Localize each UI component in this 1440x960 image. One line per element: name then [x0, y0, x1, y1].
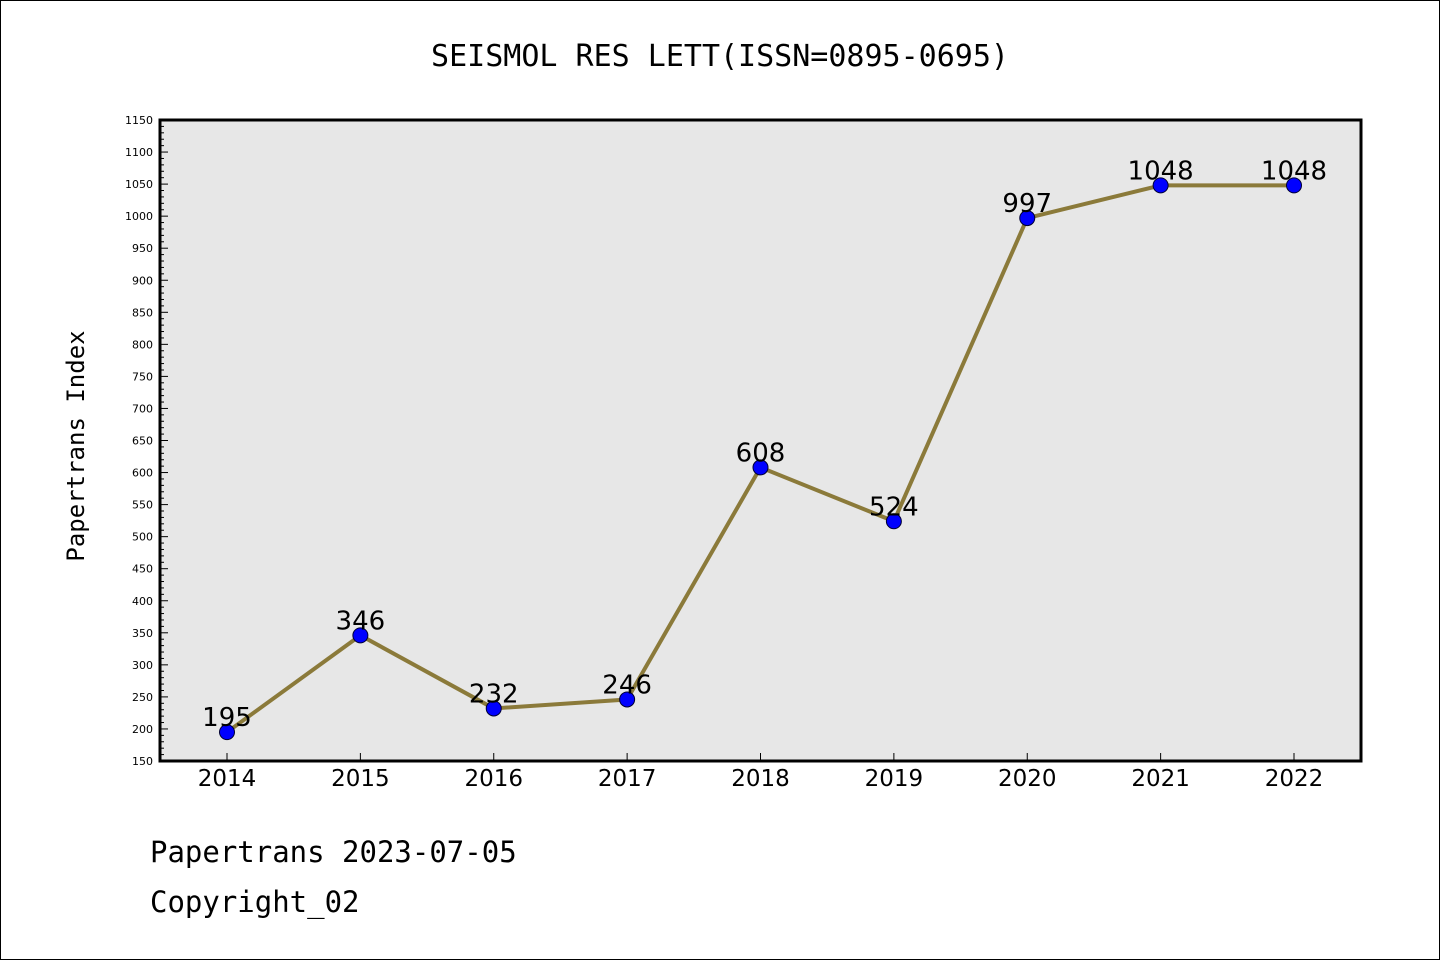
data-label: 608 — [736, 438, 786, 468]
y-tick-label: 250 — [132, 691, 153, 704]
x-tick-label: 2020 — [998, 766, 1057, 792]
data-label: 1048 — [1261, 156, 1327, 186]
y-tick-label: 350 — [132, 627, 153, 640]
x-tick-label: 2019 — [865, 766, 924, 792]
x-axis: 2014 2015 2016 2017 2018 2019 2020 2021 2022 — [198, 753, 1324, 792]
data-label: 997 — [1002, 189, 1052, 219]
y-tick-label: 450 — [132, 563, 153, 576]
y-tick-label: 1100 — [125, 146, 153, 159]
data-label: 195 — [202, 703, 252, 733]
data-point — [619, 691, 636, 708]
y-tick-label: 950 — [132, 242, 153, 255]
data-point — [1286, 177, 1302, 194]
data-point — [219, 724, 235, 741]
y-tick-label: 1050 — [125, 178, 153, 191]
y-tick-label: 1150 — [125, 114, 153, 127]
data-labels: 195 346 232 246 608 524 997 1048 1048 — [202, 156, 1327, 733]
data-point — [1152, 177, 1169, 194]
x-tick-label: 2022 — [1265, 766, 1324, 792]
y-tick-label: 150 — [132, 755, 153, 768]
data-point — [1019, 210, 1036, 227]
data-label: 346 — [336, 606, 386, 636]
data-point — [352, 627, 369, 644]
data-label: 1048 — [1128, 156, 1194, 186]
data-label: 246 — [602, 670, 652, 700]
y-tick-label: 550 — [132, 499, 153, 512]
x-tick-label: 2018 — [731, 766, 790, 792]
y-tick-label: 750 — [132, 370, 153, 383]
y-tick-label: 850 — [132, 306, 153, 319]
data-label: 232 — [469, 679, 519, 709]
data-point — [752, 459, 769, 476]
data-point — [485, 700, 502, 717]
plot-border — [158, 118, 1363, 763]
y-tick-label: 500 — [132, 531, 153, 544]
y-axis-label: Papertrans Index — [62, 330, 90, 561]
y-tick-label: 600 — [132, 467, 153, 480]
y-tick-label: 400 — [132, 595, 153, 608]
y-tick-label: 1000 — [125, 210, 153, 223]
footer-date: Papertrans 2023-07-05 — [150, 835, 517, 869]
y-tick-label: 700 — [132, 402, 153, 415]
x-tick-label: 2016 — [464, 766, 523, 792]
data-point — [885, 513, 902, 530]
x-tick-label: 2017 — [598, 766, 657, 792]
plot-area — [160, 120, 1361, 761]
x-tick-label: 2021 — [1131, 766, 1190, 792]
y-tick-label: 300 — [132, 659, 153, 672]
x-tick-label: 2015 — [331, 766, 390, 792]
y-tick-label: 900 — [132, 274, 153, 287]
series-layer — [219, 177, 1302, 741]
data-label: 524 — [869, 492, 919, 522]
chart-title: SEISMOL RES LETT(ISSN=0895-0695) — [431, 39, 1009, 74]
footer-copyright: Copyright_02 — [150, 885, 360, 919]
y-tick-label: 800 — [132, 338, 153, 351]
y-tick-label: 200 — [132, 723, 153, 736]
y-tick-label: 650 — [132, 435, 153, 448]
x-tick-label: 2014 — [198, 766, 257, 792]
